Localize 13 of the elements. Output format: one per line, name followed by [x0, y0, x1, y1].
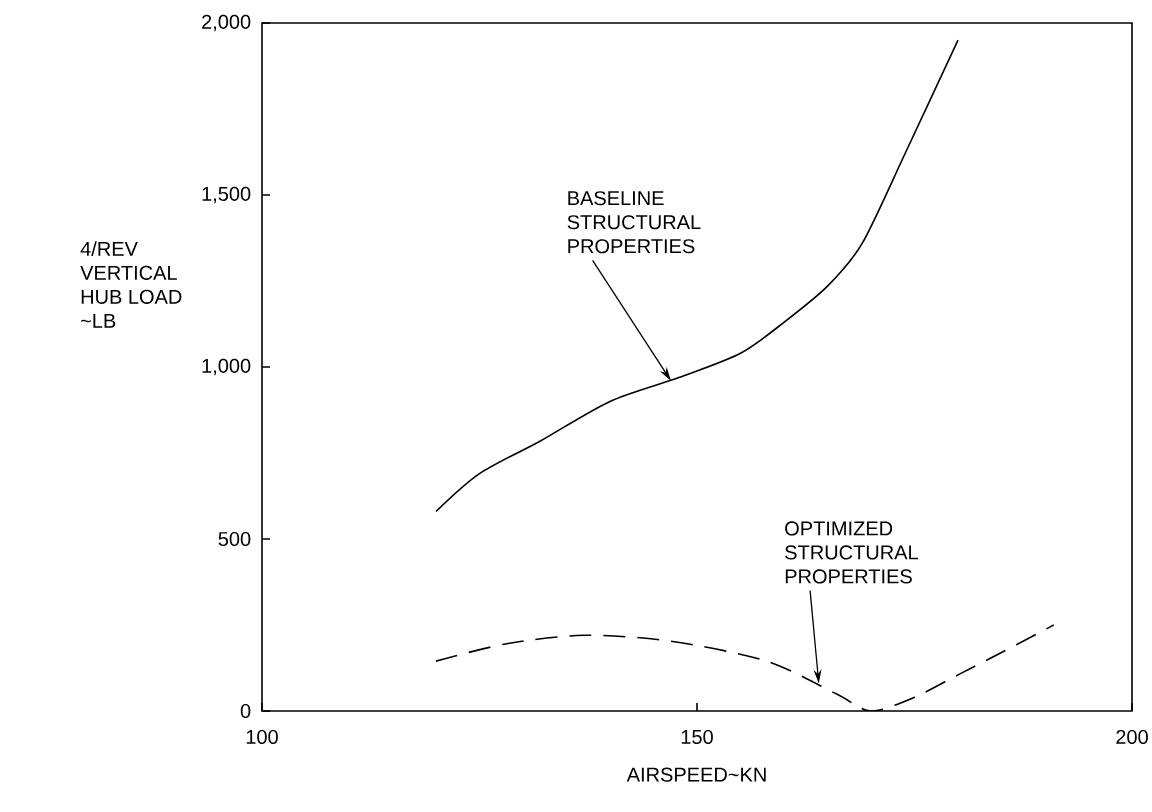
y-tick-label: 2,000	[202, 14, 251, 32]
x-axis-title: AIRSPEED~KN	[626, 767, 766, 782]
y-axis-title: 4/REV VERTICAL HUB LOAD ~LB	[80, 241, 182, 328]
annotation: OPTIMIZED STRUCTURAL PROPERTIES	[785, 521, 918, 584]
y-tick-label: 1,000	[202, 358, 251, 376]
x-tick-label: 100	[246, 729, 278, 745]
line-series	[435, 39, 959, 513]
y-tick-label: 1,500	[202, 186, 251, 204]
x-tick-label: 150	[681, 729, 713, 745]
y-tick-label: 0	[240, 703, 251, 719]
x-tick-label: 200	[1116, 729, 1148, 745]
annotation: BASELINE STRUCTURAL PROPERTIES	[567, 191, 701, 254]
y-tick-label: 500	[218, 531, 251, 547]
